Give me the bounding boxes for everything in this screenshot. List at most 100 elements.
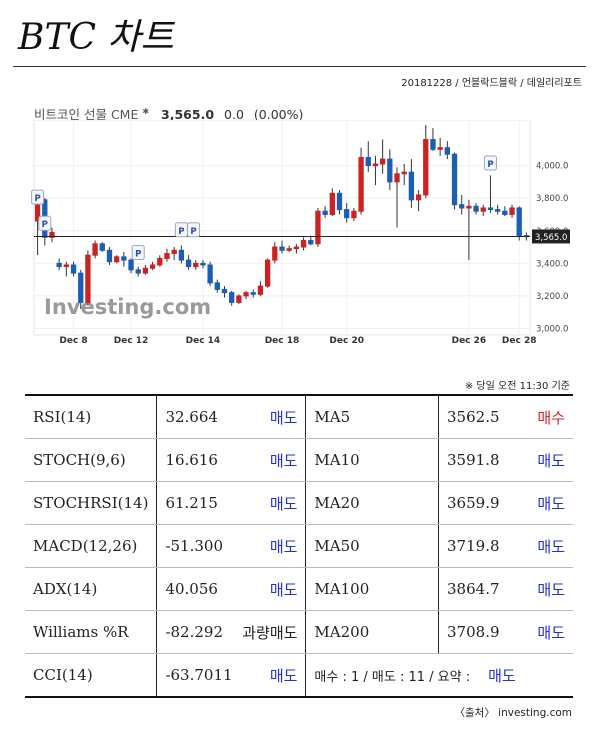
x-tick-label: Dec 28 <box>502 336 537 346</box>
event-marker[interactable]: P <box>483 155 497 171</box>
candle <box>56 258 62 270</box>
candle <box>279 240 285 254</box>
ma-value: 3562.5 <box>447 408 500 426</box>
signal-label: 매도 <box>269 451 298 470</box>
marker-label: P <box>34 194 40 204</box>
event-marker[interactable]: P <box>187 222 201 238</box>
indicator-name: CCI(14) <box>25 653 158 698</box>
current-price-label: 3,565.0 <box>535 233 567 243</box>
summary: 매수 : 1 / 매도 : 11 / 요약 : 매도 <box>314 665 565 686</box>
y-tick-label: 4,000.0 <box>536 162 568 172</box>
signal-label: 매도 <box>269 666 298 685</box>
indicator-value: 40.056 <box>165 580 218 598</box>
y-tick-label: 3,800.0 <box>536 194 568 204</box>
value-signal-wrap: 3708.9 매도 <box>447 622 565 643</box>
candle <box>329 188 335 217</box>
indicator-value-cell: 32.664 매도 <box>156 394 307 439</box>
candle <box>264 258 271 288</box>
event-marker[interactable]: P <box>38 215 52 231</box>
candle-body <box>451 153 458 206</box>
value-signal-wrap: 3864.7 매도 <box>447 579 565 600</box>
candle <box>171 247 177 261</box>
candle <box>351 207 357 221</box>
candle-body <box>437 147 443 150</box>
event-marker[interactable]: P <box>131 245 145 261</box>
candle <box>444 141 450 160</box>
event-marker[interactable]: P <box>174 222 188 238</box>
candle <box>502 206 508 217</box>
candle <box>135 266 141 277</box>
candle <box>466 199 472 261</box>
candle <box>459 194 465 215</box>
candle-body <box>509 207 515 215</box>
candle-body <box>336 192 343 211</box>
candle-body <box>78 272 84 303</box>
signal-label: 매도 <box>537 580 565 599</box>
x-tick-label: Dec 14 <box>186 336 221 346</box>
indicator-row: STOCH(9,6) 16.616 매도 MA10 3591.8 매도 <box>25 438 573 482</box>
marker-box <box>187 222 201 238</box>
candle-body <box>502 210 508 215</box>
candle <box>423 124 429 199</box>
candle <box>365 141 371 173</box>
candle-body <box>344 209 350 219</box>
y-tick-label: 3,200.0 <box>536 292 568 302</box>
indicator-name: RSI(14) <box>25 394 158 439</box>
candle-body <box>272 246 278 261</box>
candle-body <box>279 246 285 251</box>
ma-value: 3591.8 <box>447 451 500 469</box>
candle <box>286 245 292 252</box>
value-signal-wrap: 3659.9 매도 <box>447 493 565 514</box>
candle <box>372 155 379 186</box>
ma-value-cell: 3659.9 매도 <box>438 481 573 525</box>
candle <box>408 159 415 208</box>
candle-body <box>85 254 91 303</box>
candle-body <box>444 147 450 155</box>
ma-name: MA200 <box>305 610 440 654</box>
candle-body <box>56 262 62 268</box>
marker-label: P <box>487 160 493 170</box>
summary-signal: 매도 <box>488 666 516 685</box>
candle <box>207 261 213 287</box>
candle-body <box>293 246 300 250</box>
indicator-name: STOCH(9,6) <box>25 438 158 482</box>
candle <box>229 291 235 306</box>
candle-body <box>178 249 185 261</box>
candle-body <box>387 158 393 183</box>
candle <box>193 260 199 270</box>
candle-body <box>243 292 249 297</box>
ma-value-cell: 3591.8 매도 <box>438 438 573 482</box>
candle-body <box>99 243 105 251</box>
ma-name: MA10 <box>305 438 440 482</box>
marker-box <box>31 189 45 205</box>
indicator-value-cell: 40.056 매도 <box>156 567 307 611</box>
candle-body <box>207 264 213 284</box>
x-tick-label: Dec 12 <box>114 336 149 346</box>
value-signal-wrap: 3719.8 매도 <box>447 536 565 557</box>
marker-label: P <box>190 227 196 237</box>
candle <box>516 206 522 241</box>
candle-body <box>157 257 163 266</box>
candle <box>430 128 436 151</box>
indicator-value-cell: 16.616 매도 <box>156 438 307 482</box>
candle-body <box>149 264 156 269</box>
event-marker[interactable]: P <box>31 189 45 205</box>
candlestick-chart: 4,000.03,800.03,600.03,400.03,200.03,000… <box>31 120 570 346</box>
indicator-name: Williams %R <box>25 610 158 654</box>
candle-body <box>185 259 192 268</box>
candle <box>99 242 105 252</box>
indicator-value: 32.664 <box>165 408 218 426</box>
candle-body <box>236 295 242 303</box>
ma-name: MA100 <box>305 567 440 611</box>
candle <box>401 163 407 186</box>
indicator-name: ADX(14) <box>25 567 158 611</box>
candle <box>293 243 300 254</box>
indicator-name: STOCHRSI(14) <box>25 481 158 525</box>
candle-body <box>315 210 321 245</box>
signal-label: 매도 <box>537 451 565 470</box>
ma-value: 3659.9 <box>447 494 500 512</box>
signal-label: 과량매도 <box>242 623 298 642</box>
candle <box>415 190 422 212</box>
candle-body <box>473 205 479 212</box>
candle-body <box>286 248 292 251</box>
